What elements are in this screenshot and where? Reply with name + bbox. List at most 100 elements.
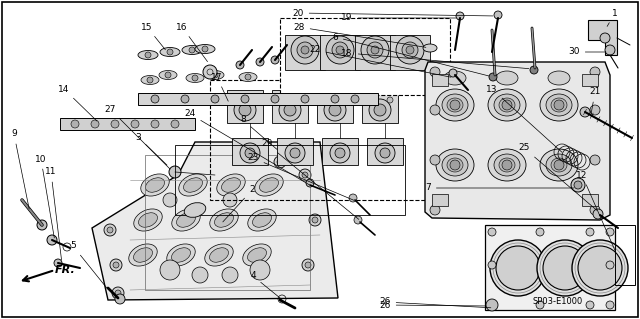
Circle shape	[104, 224, 116, 236]
Circle shape	[306, 179, 314, 187]
Circle shape	[252, 97, 258, 103]
Circle shape	[245, 74, 251, 80]
Ellipse shape	[177, 213, 195, 227]
Circle shape	[449, 69, 457, 77]
Circle shape	[536, 301, 544, 309]
Text: 15: 15	[141, 23, 165, 50]
Circle shape	[496, 246, 540, 290]
Circle shape	[335, 148, 345, 158]
Circle shape	[110, 259, 122, 271]
Polygon shape	[355, 35, 395, 70]
Polygon shape	[317, 90, 353, 123]
Circle shape	[305, 262, 311, 268]
Ellipse shape	[141, 174, 169, 196]
Circle shape	[284, 104, 296, 116]
Circle shape	[167, 49, 173, 55]
Circle shape	[488, 301, 496, 309]
Ellipse shape	[184, 178, 202, 192]
Text: 27: 27	[104, 105, 170, 169]
Circle shape	[489, 73, 497, 81]
Circle shape	[54, 259, 62, 267]
Circle shape	[271, 95, 279, 103]
Circle shape	[374, 104, 386, 116]
Circle shape	[151, 120, 159, 128]
Ellipse shape	[221, 178, 241, 192]
Ellipse shape	[248, 209, 276, 231]
Circle shape	[192, 75, 198, 81]
Ellipse shape	[551, 98, 567, 112]
Circle shape	[332, 42, 348, 58]
Text: 29: 29	[261, 139, 359, 219]
Circle shape	[47, 235, 57, 245]
Circle shape	[554, 100, 564, 110]
Text: 11: 11	[45, 167, 61, 260]
Polygon shape	[485, 225, 615, 310]
Circle shape	[430, 205, 440, 215]
Circle shape	[537, 240, 593, 296]
Circle shape	[572, 240, 628, 296]
Circle shape	[91, 120, 99, 128]
Ellipse shape	[548, 71, 570, 85]
Ellipse shape	[214, 213, 234, 227]
Circle shape	[331, 95, 339, 103]
Text: 2: 2	[223, 186, 255, 222]
Circle shape	[256, 58, 264, 66]
Text: 23: 23	[247, 153, 354, 200]
Circle shape	[301, 95, 309, 103]
Circle shape	[250, 260, 270, 280]
Circle shape	[543, 246, 587, 290]
Ellipse shape	[217, 174, 245, 196]
Polygon shape	[362, 90, 398, 123]
Text: FR.: FR.	[54, 265, 76, 275]
Circle shape	[245, 148, 255, 158]
Ellipse shape	[436, 149, 474, 181]
Circle shape	[502, 100, 512, 110]
Circle shape	[71, 120, 79, 128]
Circle shape	[326, 36, 354, 64]
Circle shape	[297, 97, 303, 103]
Text: 30: 30	[568, 48, 606, 56]
Ellipse shape	[209, 248, 228, 262]
Circle shape	[590, 205, 600, 215]
Text: 1: 1	[607, 9, 618, 26]
Circle shape	[367, 42, 383, 58]
Text: 26: 26	[380, 298, 491, 308]
Circle shape	[112, 287, 124, 299]
Text: 22: 22	[309, 46, 451, 77]
Circle shape	[488, 261, 496, 269]
Circle shape	[361, 36, 389, 64]
Circle shape	[291, 36, 319, 64]
Bar	[582, 194, 598, 206]
Text: 17: 17	[211, 72, 228, 101]
Circle shape	[606, 228, 614, 236]
Circle shape	[203, 65, 217, 79]
Circle shape	[593, 209, 603, 219]
Polygon shape	[588, 20, 617, 55]
Circle shape	[165, 72, 171, 78]
Ellipse shape	[442, 94, 468, 116]
Circle shape	[285, 143, 305, 163]
Ellipse shape	[488, 89, 526, 121]
Bar	[582, 74, 598, 86]
Ellipse shape	[160, 48, 180, 56]
Polygon shape	[367, 138, 403, 165]
Circle shape	[232, 97, 238, 103]
Text: 26: 26	[380, 300, 486, 309]
Ellipse shape	[205, 244, 233, 266]
Ellipse shape	[496, 71, 518, 85]
Circle shape	[402, 42, 418, 58]
Polygon shape	[92, 142, 338, 300]
Circle shape	[309, 214, 321, 226]
Circle shape	[113, 262, 119, 268]
Ellipse shape	[551, 158, 567, 172]
Circle shape	[301, 46, 309, 54]
Circle shape	[502, 160, 512, 170]
Circle shape	[115, 294, 125, 304]
Bar	[60, 118, 195, 130]
Circle shape	[580, 107, 590, 117]
Circle shape	[606, 261, 614, 269]
Ellipse shape	[179, 174, 207, 196]
Circle shape	[234, 99, 256, 121]
Ellipse shape	[145, 178, 164, 192]
Circle shape	[406, 46, 414, 54]
